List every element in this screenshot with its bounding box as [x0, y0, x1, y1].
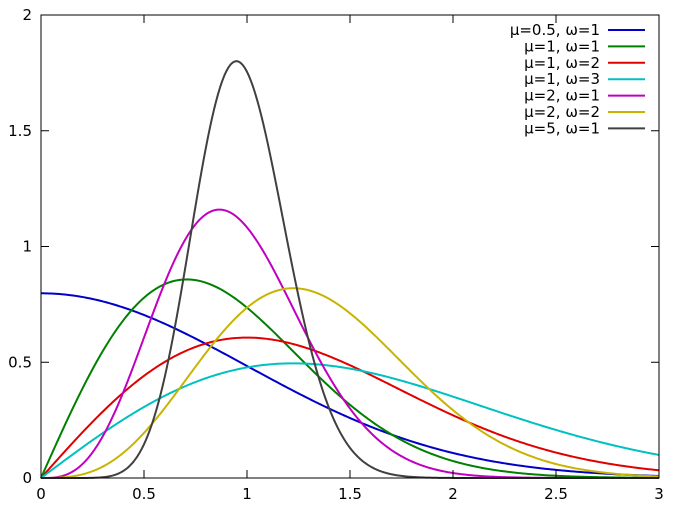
y-tick-label: 1 — [22, 238, 32, 256]
x-tick-label: 0 — [36, 485, 46, 503]
legend-label-6: μ=2, ω=2 — [524, 103, 600, 121]
series-line-6 — [41, 287, 660, 479]
x-tick-label: 2.5 — [544, 485, 568, 503]
x-tick-label: 3 — [654, 485, 664, 503]
x-tick-label: 1 — [242, 485, 252, 503]
legend-label-5: μ=2, ω=1 — [524, 87, 600, 105]
series-line-5 — [41, 208, 659, 479]
x-tick-label: 1.5 — [338, 485, 362, 503]
legend-label-4: μ=1, ω=3 — [524, 70, 600, 88]
legend-label-7: μ=5, ω=1 — [524, 119, 600, 137]
axes-group: 0 0.5 1 1.5 2 2.5 3 0 0.5 1 1.5 2 — [8, 6, 664, 503]
legend-label-2: μ=1, ω=1 — [524, 37, 600, 55]
series-group — [40, 60, 660, 479]
y-tick-label: 0.5 — [8, 353, 32, 371]
legend-label-1: μ=0.5, ω=1 — [510, 21, 600, 39]
x-tick-label: 0.5 — [132, 485, 156, 503]
series-line-3 — [40, 336, 660, 479]
series-line-4 — [40, 362, 660, 479]
series-line-1 — [40, 292, 660, 477]
x-tick-label: 2 — [448, 485, 458, 503]
y-tick-label: 0 — [22, 469, 32, 487]
legend: μ=0.5, ω=1μ=1, ω=1μ=1, ω=2μ=1, ω=3μ=2, ω… — [510, 21, 645, 137]
y-tick-label: 2 — [22, 6, 32, 24]
y-tick-label: 1.5 — [8, 122, 32, 140]
legend-label-3: μ=1, ω=2 — [524, 54, 600, 72]
